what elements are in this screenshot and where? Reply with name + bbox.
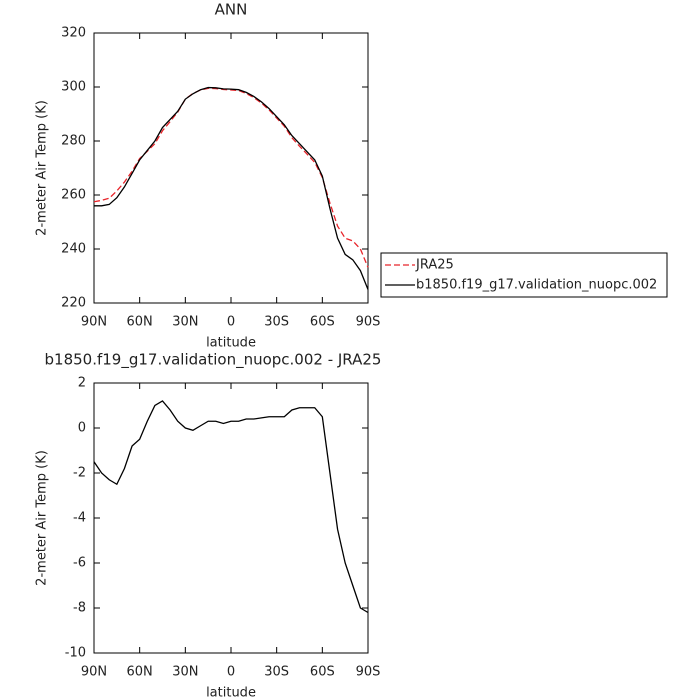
y-tick-label: -10 xyxy=(65,646,86,661)
plot-frame xyxy=(93,382,369,654)
series-line xyxy=(94,86,369,290)
y-tick-label: 300 xyxy=(61,80,86,95)
y-tick-label: -2 xyxy=(73,466,86,481)
x-tick-label: 30S xyxy=(264,665,289,680)
y-tick-label: 0 xyxy=(78,421,86,436)
legend-box xyxy=(380,252,668,298)
x-axis-label: latitude xyxy=(206,336,256,351)
y-tick-label: 220 xyxy=(61,296,86,311)
y-tick-label: 260 xyxy=(61,188,86,203)
y-tick-label: 280 xyxy=(61,134,86,149)
x-tick-label: 0 xyxy=(227,315,235,330)
x-tick-label: 60N xyxy=(127,665,153,680)
x-tick-label: 30N xyxy=(172,665,198,680)
y-tick-label: 240 xyxy=(61,242,86,257)
y-tick-label: 320 xyxy=(61,26,86,41)
y-axis-label: 2-meter Air Temp (K) xyxy=(35,100,50,236)
x-tick-label: 90N xyxy=(81,665,107,680)
y-tick-label: 2 xyxy=(78,376,86,391)
y-axis-label: 2-meter Air Temp (K) xyxy=(35,450,50,586)
x-tick-label: 0 xyxy=(227,665,235,680)
x-tick-label: 60N xyxy=(127,315,153,330)
x-tick-label: 60S xyxy=(310,665,335,680)
x-tick-label: 90S xyxy=(356,315,381,330)
chart-title: ANN xyxy=(215,1,248,19)
y-tick-label: -8 xyxy=(73,601,86,616)
y-tick-label: -6 xyxy=(73,556,86,571)
x-axis-label: latitude xyxy=(206,686,256,700)
x-tick-label: 30N xyxy=(172,315,198,330)
series-line xyxy=(93,87,369,268)
x-tick-label: 60S xyxy=(310,315,335,330)
x-tick-label: 30S xyxy=(264,315,289,330)
series-line xyxy=(93,400,369,614)
legend-label: b1850.f19_g17.validation_nuopc.002 xyxy=(416,278,657,293)
x-tick-label: 90S xyxy=(356,665,381,680)
legend-label: JRA25 xyxy=(415,258,454,273)
x-tick-label: 90N xyxy=(81,315,107,330)
y-tick-label: -4 xyxy=(73,511,86,526)
chart-title: b1850.f19_g17.validation_nuopc.002 - JRA… xyxy=(45,351,382,370)
